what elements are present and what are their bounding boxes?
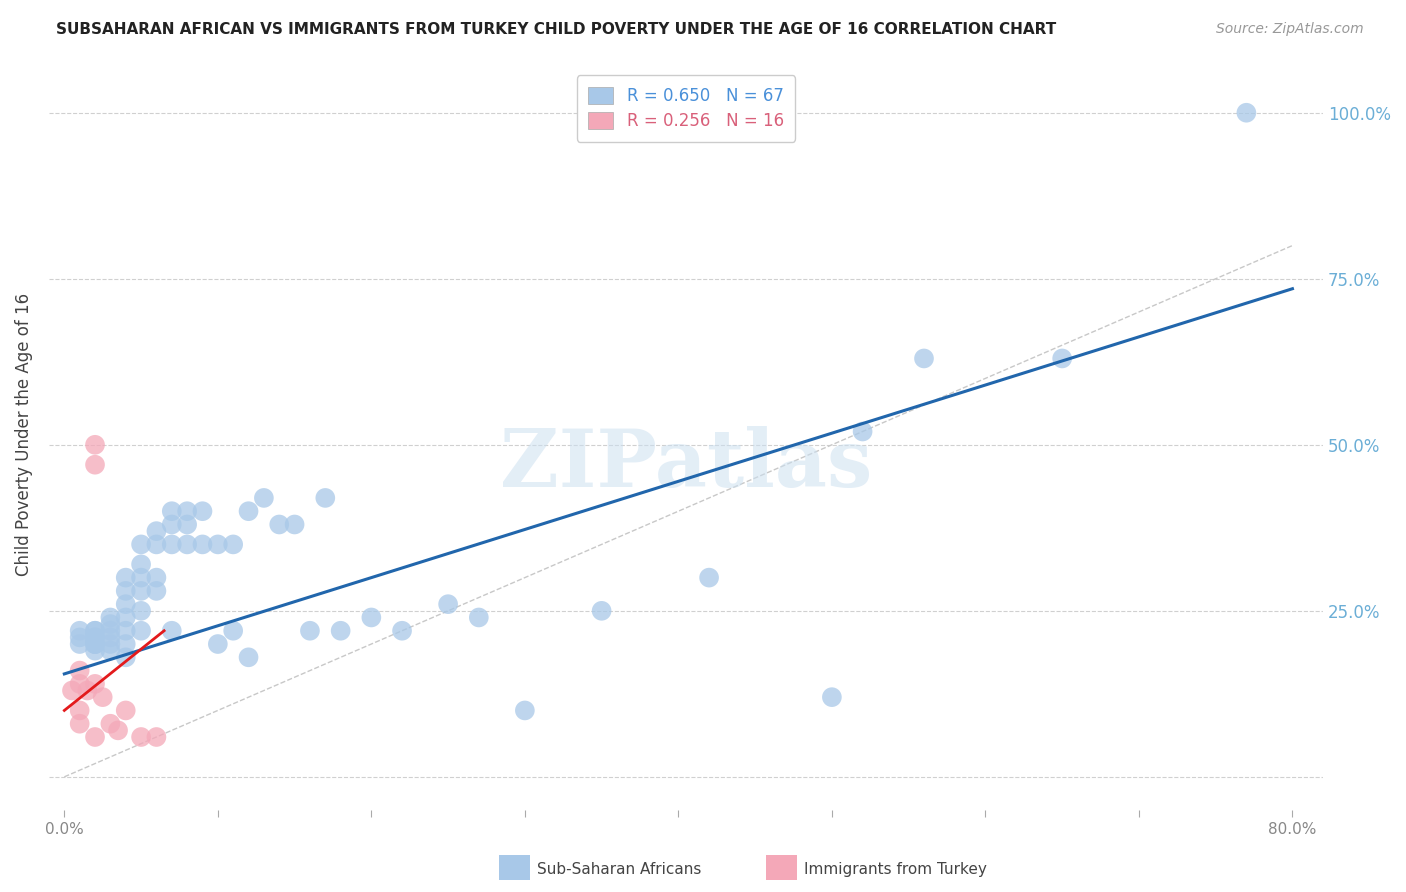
- Point: [160, 624, 183, 638]
- Point: [114, 597, 136, 611]
- Point: [84, 730, 107, 744]
- Point: [100, 643, 122, 657]
- Point: [114, 637, 136, 651]
- Text: Source: ZipAtlas.com: Source: ZipAtlas.com: [1216, 22, 1364, 37]
- Point: [360, 610, 382, 624]
- Point: [114, 703, 136, 717]
- Point: [69, 637, 91, 651]
- Point: [391, 624, 413, 638]
- Point: [314, 491, 336, 505]
- Point: [222, 537, 245, 551]
- Point: [207, 537, 229, 551]
- Point: [60, 683, 83, 698]
- Text: SUBSAHARAN AFRICAN VS IMMIGRANTS FROM TURKEY CHILD POVERTY UNDER THE AGE OF 16 C: SUBSAHARAN AFRICAN VS IMMIGRANTS FROM TU…: [56, 22, 1056, 37]
- Point: [238, 650, 260, 665]
- Point: [84, 631, 107, 645]
- Point: [100, 617, 122, 632]
- Point: [100, 624, 122, 638]
- Point: [69, 703, 91, 717]
- Point: [114, 624, 136, 638]
- Point: [207, 637, 229, 651]
- Point: [114, 583, 136, 598]
- Point: [76, 683, 98, 698]
- Point: [69, 677, 91, 691]
- Point: [84, 677, 107, 691]
- Point: [69, 624, 91, 638]
- Point: [145, 730, 167, 744]
- Point: [176, 517, 198, 532]
- Point: [238, 504, 260, 518]
- Point: [84, 631, 107, 645]
- Y-axis label: Child Poverty Under the Age of 16: Child Poverty Under the Age of 16: [15, 293, 32, 576]
- Point: [437, 597, 460, 611]
- Point: [329, 624, 352, 638]
- Point: [84, 624, 107, 638]
- Point: [1050, 351, 1073, 366]
- Point: [84, 643, 107, 657]
- Point: [84, 637, 107, 651]
- Point: [129, 558, 152, 572]
- Point: [191, 537, 214, 551]
- Point: [129, 730, 152, 744]
- Point: [145, 583, 167, 598]
- Point: [160, 517, 183, 532]
- Point: [84, 637, 107, 651]
- Point: [222, 624, 245, 638]
- Point: [591, 604, 613, 618]
- Point: [129, 583, 152, 598]
- Point: [129, 624, 152, 638]
- Point: [129, 537, 152, 551]
- Point: [284, 517, 307, 532]
- Point: [145, 537, 167, 551]
- Point: [145, 524, 167, 538]
- Point: [513, 703, 536, 717]
- Point: [129, 604, 152, 618]
- Point: [160, 504, 183, 518]
- Point: [191, 504, 214, 518]
- Point: [176, 504, 198, 518]
- Point: [298, 624, 321, 638]
- Point: [176, 537, 198, 551]
- Point: [1234, 105, 1257, 120]
- Point: [69, 716, 91, 731]
- Point: [107, 723, 129, 738]
- Text: Sub-Saharan Africans: Sub-Saharan Africans: [537, 863, 702, 877]
- Point: [84, 458, 107, 472]
- Text: ZIPatlas: ZIPatlas: [501, 425, 872, 504]
- Point: [100, 716, 122, 731]
- Legend: R = 0.650   N = 67, R = 0.256   N = 16: R = 0.650 N = 67, R = 0.256 N = 16: [576, 76, 796, 142]
- Point: [100, 610, 122, 624]
- Point: [145, 571, 167, 585]
- Point: [114, 610, 136, 624]
- Point: [253, 491, 276, 505]
- Point: [100, 637, 122, 651]
- Point: [91, 690, 114, 705]
- Point: [697, 571, 720, 585]
- Point: [84, 624, 107, 638]
- Point: [84, 637, 107, 651]
- Point: [852, 425, 875, 439]
- Point: [114, 650, 136, 665]
- Point: [468, 610, 491, 624]
- Point: [69, 631, 91, 645]
- Point: [269, 517, 291, 532]
- Point: [84, 438, 107, 452]
- Point: [69, 664, 91, 678]
- Point: [129, 571, 152, 585]
- Point: [114, 571, 136, 585]
- Text: Immigrants from Turkey: Immigrants from Turkey: [804, 863, 987, 877]
- Point: [160, 537, 183, 551]
- Point: [912, 351, 935, 366]
- Point: [821, 690, 844, 705]
- Point: [100, 631, 122, 645]
